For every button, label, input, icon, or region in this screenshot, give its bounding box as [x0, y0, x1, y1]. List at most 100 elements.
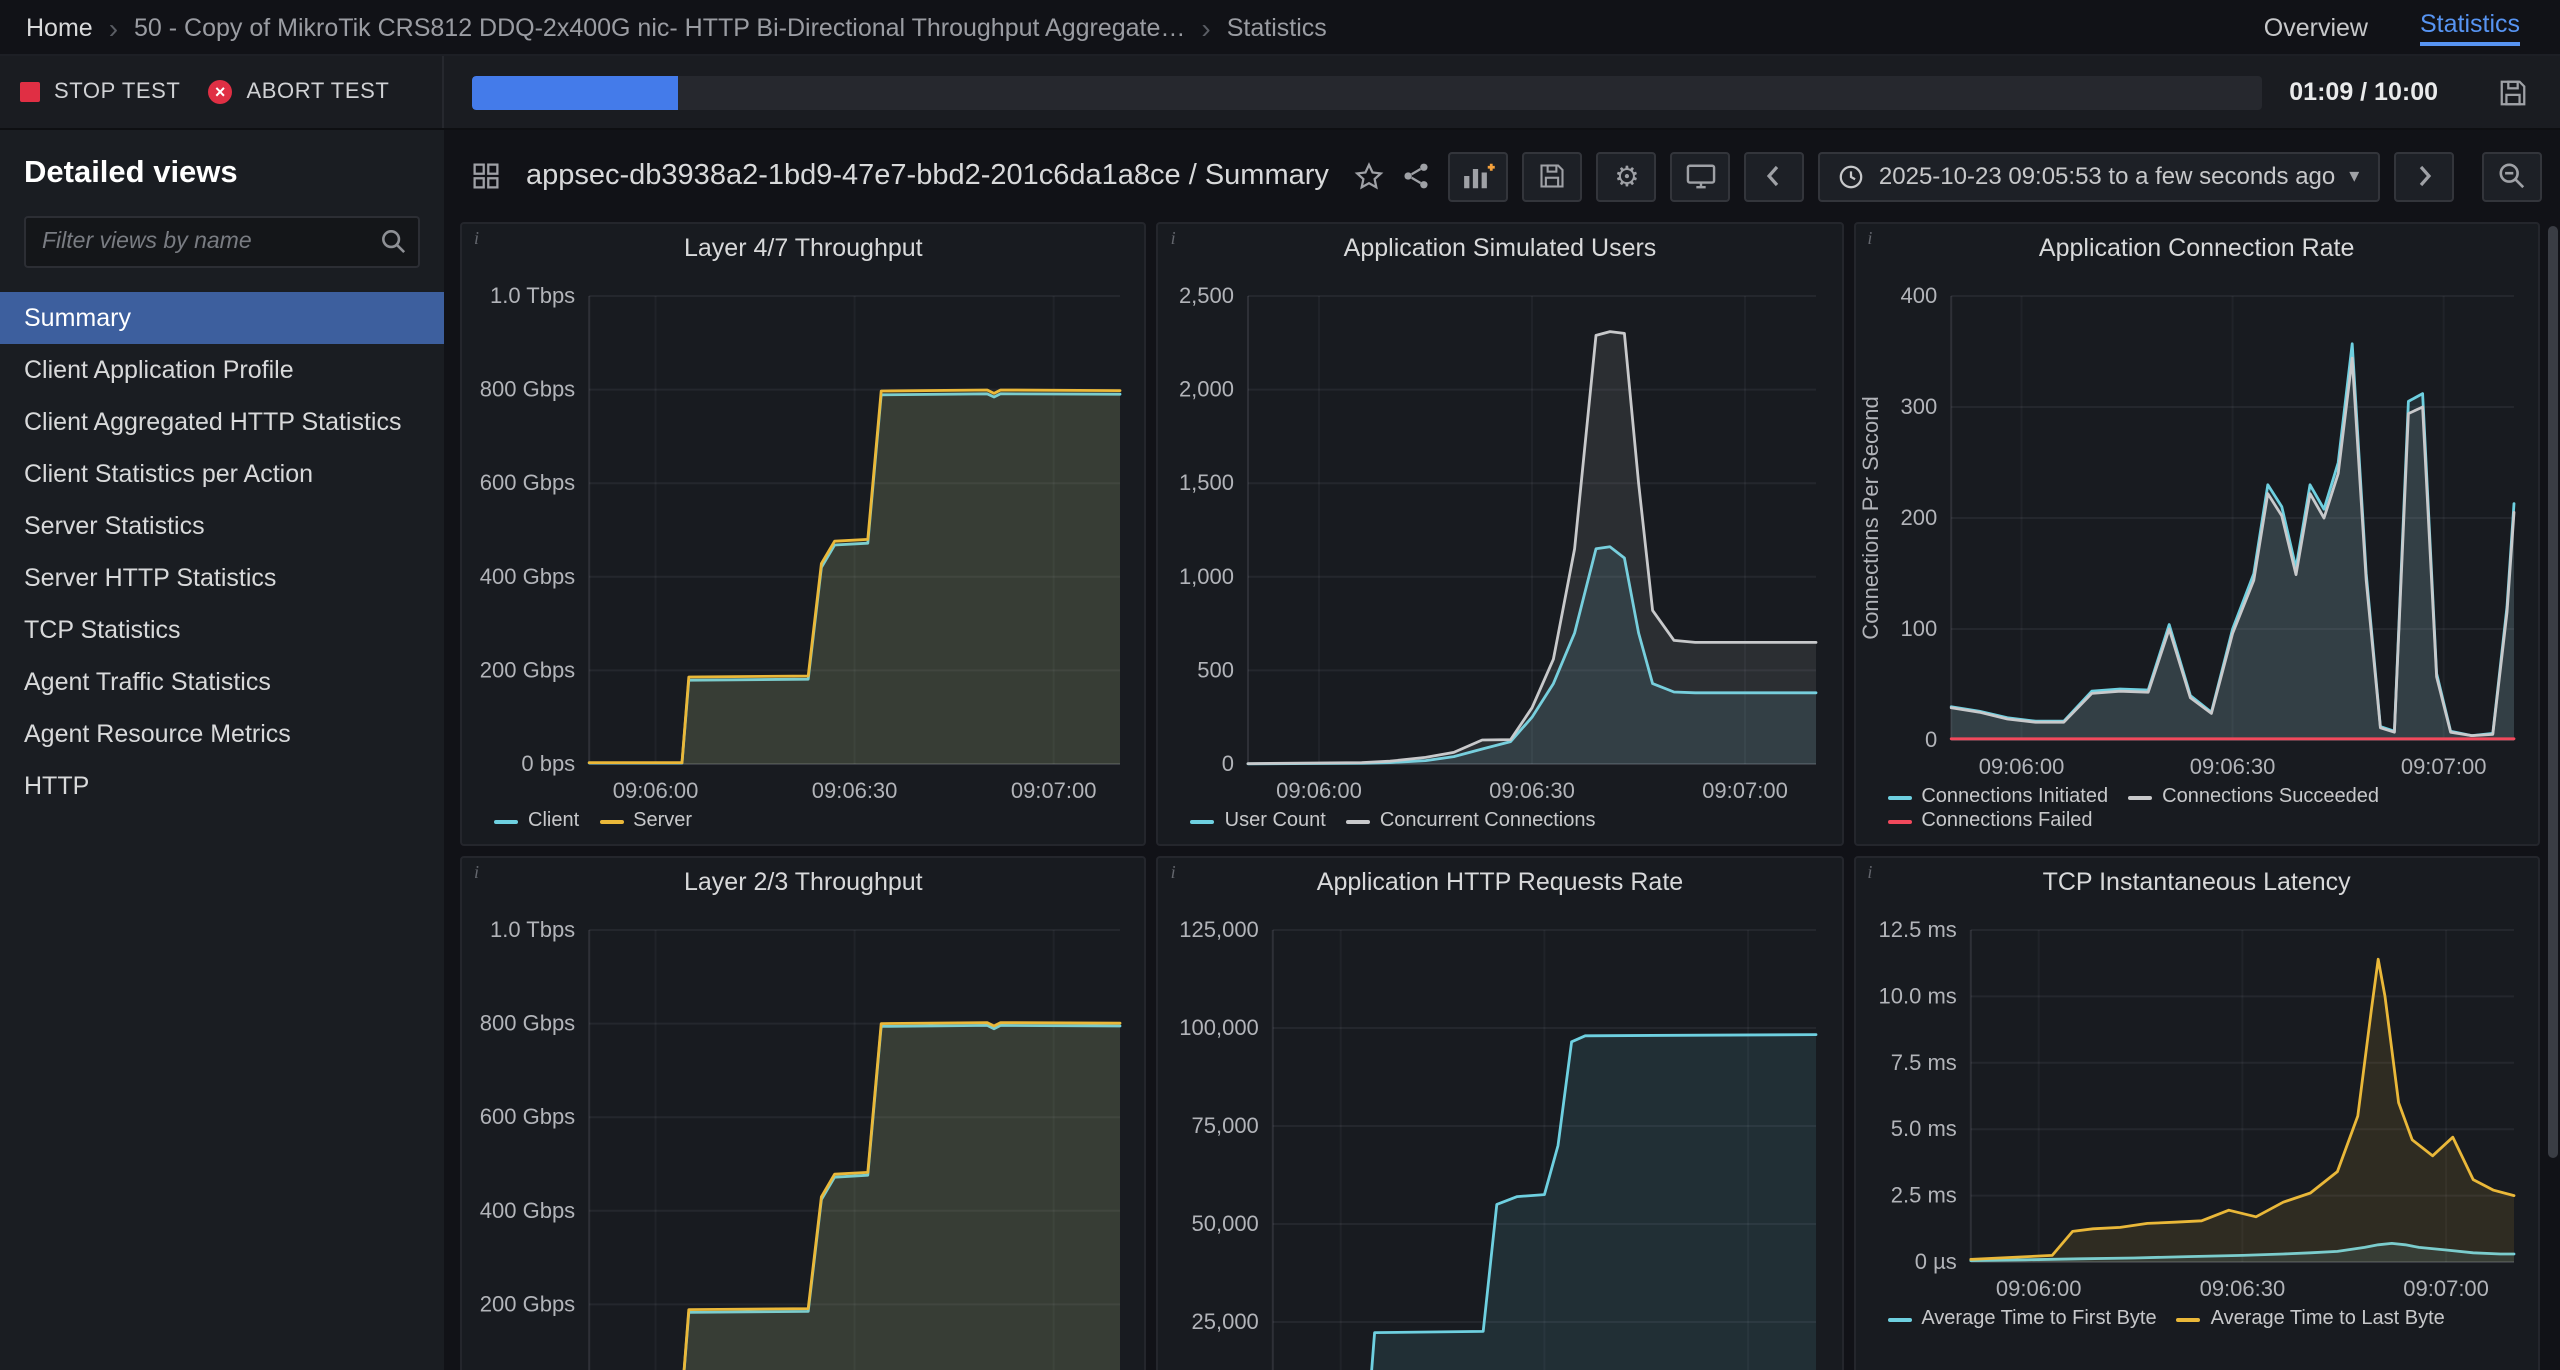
- sidebar-item-tcp-statistics[interactable]: TCP Statistics: [0, 604, 444, 656]
- time-range-back-button[interactable]: [1745, 151, 1805, 201]
- sidebar-item-client-application-profile[interactable]: Client Application Profile: [0, 344, 444, 396]
- breadcrumb-test-name[interactable]: 50 - Copy of MikroTik CRS812 DDQ-2x400G …: [134, 13, 1185, 41]
- info-icon[interactable]: i: [1171, 862, 1176, 882]
- svg-text:600 Gbps: 600 Gbps: [480, 470, 575, 495]
- legend-label: Concurrent Connections: [1380, 810, 1596, 832]
- panel-header[interactable]: i Layer 2/3 Throughput: [462, 858, 1145, 906]
- svg-text:09:06:00: 09:06:00: [1995, 1276, 2081, 1301]
- chart-area: 2,5002,0001,5001,000500009:06:0009:06:30…: [1159, 272, 1842, 808]
- svg-text:400 Gbps: 400 Gbps: [480, 1198, 575, 1223]
- settings-button[interactable]: ⚙: [1597, 151, 1657, 201]
- legend-item-concurrent-connections[interactable]: Concurrent Connections: [1346, 810, 1596, 832]
- svg-text:50,000: 50,000: [1192, 1211, 1259, 1236]
- save-results-button[interactable]: [2498, 77, 2528, 107]
- sidebar-item-client-aggregated-http-statistics[interactable]: Client Aggregated HTTP Statistics: [0, 396, 444, 448]
- chart-legend: User Count Concurrent Connections: [1159, 808, 1842, 844]
- sidebar-item-agent-traffic-statistics[interactable]: Agent Traffic Statistics: [0, 656, 444, 708]
- stop-test-button[interactable]: STOP TEST: [20, 80, 180, 104]
- scrollbar-thumb[interactable]: [2548, 226, 2558, 1158]
- abort-test-label: ABORT TEST: [246, 80, 389, 104]
- svg-text:500: 500: [1198, 657, 1235, 682]
- legend-item-average-time-to-last-byte[interactable]: Average Time to Last Byte: [2177, 1308, 2445, 1330]
- svg-text:1,000: 1,000: [1180, 564, 1235, 589]
- legend-item-average-time-to-first-byte[interactable]: Average Time to First Byte: [1887, 1308, 2156, 1330]
- clock-icon: [1839, 163, 1865, 189]
- legend-item-connections-failed[interactable]: Connections Failed: [1887, 810, 2092, 832]
- info-icon[interactable]: i: [1171, 228, 1176, 248]
- scrollbar[interactable]: [2548, 226, 2558, 1362]
- panel-header[interactable]: i Application Simulated Users: [1159, 224, 1842, 272]
- sidebar-item-server-statistics[interactable]: Server Statistics: [0, 500, 444, 552]
- sidebar-item-client-statistics-per-action[interactable]: Client Statistics per Action: [0, 448, 444, 500]
- top-navbar: Home › 50 - Copy of MikroTik CRS812 DDQ-…: [0, 0, 2560, 56]
- time-range-picker[interactable]: 2025-10-23 09:05:53 to a few seconds ago…: [1819, 151, 2379, 201]
- share-icon[interactable]: [1403, 162, 1431, 190]
- save-dashboard-button[interactable]: [1523, 151, 1583, 201]
- legend-swatch: [2128, 795, 2152, 799]
- breadcrumb-section: Statistics: [1227, 13, 1327, 41]
- panel-header[interactable]: iApplication Connection Rate: [1855, 224, 2538, 272]
- legend-swatch: [599, 819, 623, 823]
- abort-test-button[interactable]: × ABORT TEST: [208, 80, 389, 104]
- tab-overview[interactable]: Overview: [2264, 13, 2368, 41]
- chart-area: 12.5 ms10.0 ms7.5 ms5.0 ms2.5 ms0 µs09:0…: [1855, 906, 2538, 1306]
- dashboard-actions: ⚙ 2025-10-23 09:05:53 to a few seconds a…: [1449, 151, 2541, 201]
- svg-text:2,000: 2,000: [1180, 377, 1235, 402]
- time-range-forward-button[interactable]: [2393, 151, 2453, 201]
- breadcrumb-home[interactable]: Home: [26, 13, 93, 41]
- svg-text:09:07:00: 09:07:00: [1703, 778, 1789, 803]
- svg-text:200: 200: [1900, 505, 1937, 530]
- dashboard-title[interactable]: appsec-db3938a2-1bd9-47e7-bbd2-201c6da1a…: [526, 160, 1329, 192]
- svg-text:09:06:30: 09:06:30: [812, 778, 898, 803]
- info-icon[interactable]: i: [1867, 862, 1872, 882]
- dashboard-header: appsec-db3938a2-1bd9-47e7-bbd2-201c6da1a…: [444, 130, 2560, 222]
- legend-item-server[interactable]: Server: [599, 810, 692, 832]
- legend-label: User Count: [1225, 810, 1326, 832]
- svg-text:800 Gbps: 800 Gbps: [480, 1011, 575, 1036]
- panel-title: Layer 4/7 Throughput: [684, 234, 923, 262]
- panel-layer-4-7-throughput: iLayer 4/7 Throughput1.0 Tbps800 Gbps600…: [460, 222, 1147, 846]
- panel-title: Layer 2/3 Throughput: [684, 868, 923, 896]
- dashboards-grid-icon[interactable]: [472, 162, 500, 190]
- panel-layer-2-3-throughput: iLayer 2/3 Throughput1.0 Tbps800 Gbps600…: [460, 856, 1147, 1370]
- svg-text:25,000: 25,000: [1192, 1309, 1259, 1334]
- legend-item-user-count[interactable]: User Count: [1191, 810, 1326, 832]
- sidebar-item-summary[interactable]: Summary: [0, 292, 444, 344]
- legend-label: Connections Succeeded: [2162, 786, 2379, 808]
- info-icon[interactable]: i: [1867, 228, 1872, 248]
- test-progress-bar: [472, 75, 2261, 109]
- info-icon[interactable]: i: [474, 228, 479, 248]
- zoom-out-button[interactable]: [2481, 151, 2541, 201]
- svg-text:09:07:00: 09:07:00: [2403, 1276, 2489, 1301]
- abort-icon: ×: [208, 80, 232, 104]
- panel-header[interactable]: i Layer 4/7 Throughput: [462, 224, 1145, 272]
- legend-item-connections-succeeded[interactable]: Connections Succeeded: [2128, 786, 2379, 808]
- legend-item-connections-initiated[interactable]: Connections Initiated: [1887, 786, 2108, 808]
- sidebar-item-agent-resource-metrics[interactable]: Agent Resource Metrics: [0, 708, 444, 760]
- filter-views-input[interactable]: [24, 216, 420, 268]
- panel-tcp-instantaneous-latency: iTCP Instantaneous Latency12.5 ms10.0 ms…: [1853, 856, 2540, 1370]
- svg-text:09:06:30: 09:06:30: [2189, 754, 2275, 779]
- panel-header[interactable]: iApplication HTTP Requests Rate: [1159, 858, 1842, 906]
- sidebar-item-http[interactable]: HTTP: [0, 760, 444, 812]
- chevron-left-icon: [1767, 164, 1783, 188]
- chart-svg: 1.0 Tbps800 Gbps600 Gbps400 Gbps200 Gbps…: [462, 272, 1144, 808]
- legend-label: Client: [528, 810, 579, 832]
- svg-text:400 Gbps: 400 Gbps: [480, 564, 575, 589]
- panel-title: Application Simulated Users: [1344, 234, 1657, 262]
- legend-item-client[interactable]: Client: [494, 810, 579, 832]
- add-panel-button[interactable]: [1449, 151, 1509, 201]
- sidebar-item-server-http-statistics[interactable]: Server HTTP Statistics: [0, 552, 444, 604]
- star-icon[interactable]: [1355, 161, 1385, 191]
- panel-header[interactable]: iTCP Instantaneous Latency: [1855, 858, 2538, 906]
- tv-mode-button[interactable]: [1671, 151, 1731, 201]
- legend-swatch: [1887, 819, 1911, 823]
- panel-application-simulated-users: iApplication Simulated Users2,5002,0001,…: [1157, 222, 1844, 846]
- svg-text:100: 100: [1900, 616, 1937, 641]
- info-icon[interactable]: i: [474, 862, 479, 882]
- legend-swatch: [1191, 819, 1215, 823]
- tab-statistics[interactable]: Statistics: [2420, 9, 2520, 45]
- legend-label: Connections Initiated: [1921, 786, 2108, 808]
- zoom-out-icon: [2497, 162, 2525, 190]
- chart-area: 400300200100009:06:0009:06:3009:07:00Con…: [1855, 272, 2538, 784]
